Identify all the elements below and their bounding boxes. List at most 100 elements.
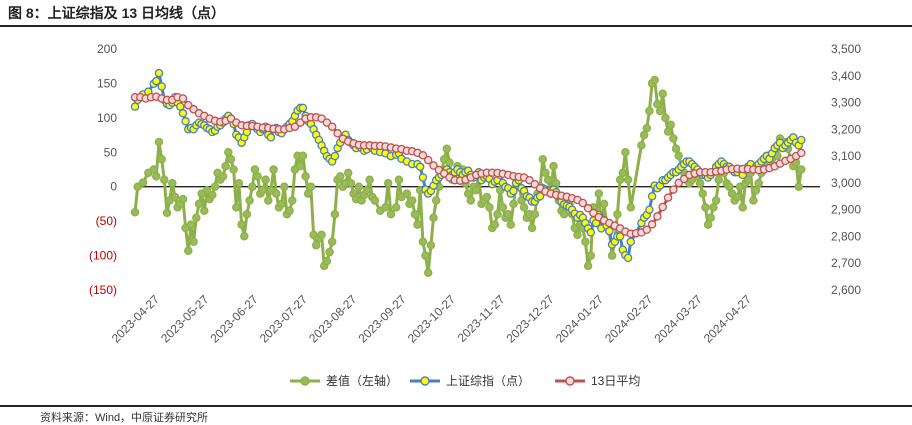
legend-item-diff: 差值（左轴） <box>290 373 398 388</box>
data-point-diff <box>224 148 233 157</box>
data-point-ma13 <box>423 155 433 165</box>
legend: 差值（左轴） 上证综指（点） 13日平均 <box>290 373 640 388</box>
data-point-diff <box>229 165 238 174</box>
data-point-ma13 <box>653 212 662 221</box>
data-point-diff <box>261 175 270 185</box>
x-tick-label: 2023-04-27 <box>109 292 163 346</box>
data-point-ma13 <box>333 129 342 138</box>
data-point-diff <box>162 208 172 218</box>
bottom-rule <box>0 405 912 407</box>
data-point-diff <box>234 179 244 188</box>
data-point-diff <box>335 172 345 181</box>
data-point-index <box>647 192 657 201</box>
data-point-diff <box>586 251 596 260</box>
data-point-ma13 <box>663 193 673 202</box>
legend-label: 上证综指（点） <box>446 373 530 388</box>
figure-title: 图 8：上证综指及 13 日均线（点） <box>8 5 226 21</box>
data-point-diff <box>306 182 316 191</box>
data-point-diff <box>130 207 140 217</box>
data-point-ma13 <box>578 198 588 208</box>
data-point-ma13 <box>589 208 598 218</box>
data-point-diff <box>288 196 297 205</box>
data-point-index <box>157 82 166 91</box>
data-point-diff <box>711 196 721 205</box>
data-point-diff <box>626 203 636 212</box>
data-point-diff <box>381 203 390 212</box>
data-point-diff <box>530 210 540 219</box>
data-point-index <box>152 76 161 86</box>
left-tick-label: (50) <box>96 214 117 228</box>
source-note: 资料来源：Wind，中原证券研究所 <box>40 412 209 424</box>
data-point-diff <box>391 203 401 212</box>
data-point-diff <box>482 192 492 202</box>
data-point-diff <box>264 196 273 205</box>
data-point-diff <box>655 106 665 116</box>
data-point-diff <box>237 220 246 229</box>
data-point-diff <box>543 175 553 185</box>
data-point-diff <box>317 230 326 240</box>
right-tick-label: 2,700 <box>831 256 861 270</box>
legend-item-ma13: 13日平均 <box>555 374 640 388</box>
data-point-index <box>178 109 188 118</box>
data-point-diff <box>413 220 422 229</box>
data-point-diff <box>559 210 569 219</box>
data-point-diff <box>471 185 481 195</box>
data-point-diff <box>343 168 353 178</box>
data-point-diff <box>170 192 180 202</box>
data-point-diff <box>613 210 622 219</box>
data-point-index <box>298 103 308 113</box>
data-point-diff <box>421 251 430 260</box>
data-point-diff <box>194 199 204 209</box>
data-point-ma13 <box>642 225 652 235</box>
data-point-diff <box>226 154 236 164</box>
data-point-index <box>626 237 636 247</box>
data-point-diff <box>280 182 289 191</box>
data-point-diff <box>285 206 294 216</box>
data-point-diff <box>749 196 758 205</box>
data-point-diff <box>301 172 310 181</box>
data-point-diff <box>703 220 713 229</box>
data-point-diff <box>277 199 286 209</box>
x-tick-label: 2023-11-27 <box>455 292 508 345</box>
data-point-diff <box>208 190 217 200</box>
left-tick-label: (100) <box>89 249 117 263</box>
data-point-diff <box>658 89 667 99</box>
data-point-index <box>605 226 614 236</box>
x-tick-label: 2024-02-27 <box>602 292 656 346</box>
left-tick-label: (150) <box>89 283 117 297</box>
data-point-diff <box>325 247 334 257</box>
data-point-diff <box>583 261 593 271</box>
data-point-diff <box>258 185 268 195</box>
data-point-diff <box>615 175 625 185</box>
data-point-diff <box>138 178 148 187</box>
data-point-index <box>154 68 164 78</box>
data-point-index <box>615 232 625 241</box>
data-point-diff <box>493 210 502 219</box>
data-point-diff <box>178 194 188 204</box>
data-point-diff <box>618 168 628 178</box>
data-point-index <box>266 133 276 142</box>
right-tick-label: 3,400 <box>831 69 861 83</box>
data-point-diff <box>423 268 433 278</box>
data-point-diff <box>463 189 473 198</box>
data-point-diff <box>794 182 803 191</box>
data-point-diff <box>797 165 806 174</box>
data-point-diff <box>152 172 161 181</box>
x-tick-label: 2023-06-27 <box>207 292 261 346</box>
right-tick-label: 2,800 <box>831 229 861 243</box>
right-tick-label: 2,900 <box>831 203 861 217</box>
data-point-diff <box>354 182 364 191</box>
data-point-diff <box>671 144 681 154</box>
data-point-diff <box>674 151 683 160</box>
left-axis: 200 150 100 50 0 (50) (100) (150) <box>89 42 117 297</box>
data-point-diff <box>221 161 230 171</box>
data-point-diff <box>149 165 158 174</box>
data-point-diff <box>650 75 659 85</box>
data-point-diff <box>160 175 169 185</box>
data-point-index <box>535 192 545 201</box>
data-point-diff <box>607 251 617 260</box>
data-point-diff <box>242 210 252 219</box>
data-point-diff <box>168 179 177 188</box>
data-point-diff <box>661 113 670 123</box>
legend-item-index: 上证综指（点） <box>410 373 530 388</box>
